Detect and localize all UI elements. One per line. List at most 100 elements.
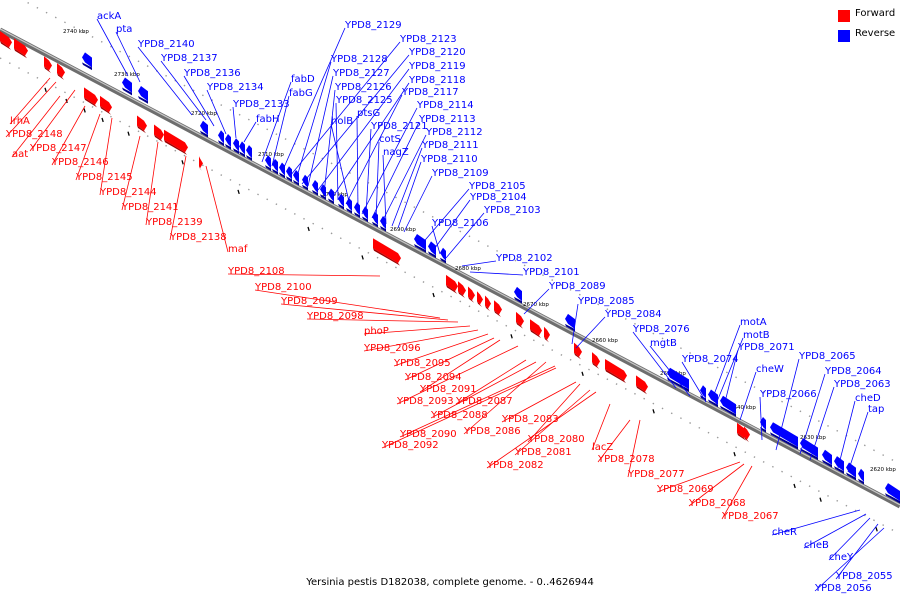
- gene-body: [800, 438, 818, 458]
- forward-gene: [137, 115, 147, 134]
- leader-line: [145, 141, 159, 226]
- forward-gene-callout: YPD8_2148: [5, 81, 63, 140]
- gene-body: [354, 202, 360, 216]
- leader-line: [445, 212, 485, 259]
- legend: Forward Reverse: [838, 8, 898, 48]
- reverse-gene-callout: cheY: [828, 517, 871, 563]
- reverse-gene: [846, 462, 856, 481]
- reverse-gene-callout: cotS: [375, 134, 401, 221]
- leader-line: [330, 123, 351, 207]
- gene-label: cheY: [829, 552, 854, 563]
- leader-line: [345, 94, 403, 205]
- gene-label: YPD8_2055: [835, 571, 893, 582]
- forward-gene-callout: YPD8_2086: [463, 361, 547, 437]
- gene-label: cheB: [804, 540, 829, 551]
- gene-shadow: [239, 151, 245, 158]
- leader-line: [289, 41, 401, 177]
- gene-body: [82, 52, 92, 68]
- reverse-gene-callout: YPD8_2137: [160, 53, 218, 121]
- gene-shadow: [834, 466, 844, 474]
- reverse-gene-callout: nagZ: [382, 147, 409, 225]
- axis-minor-mark: [510, 334, 513, 339]
- forward-gene-callout: YPD8_2077: [627, 419, 685, 480]
- axis-minor-mark: [307, 226, 310, 232]
- reverse-gene: [720, 395, 736, 417]
- gene-shadow: [885, 493, 900, 504]
- gene-shadow: [565, 323, 575, 332]
- leader-line: [363, 329, 479, 352]
- gene-shadow: [708, 399, 718, 408]
- gene-body: [414, 233, 426, 251]
- gene-shadow: [530, 329, 541, 339]
- gene-label: YPD8_2121: [370, 121, 428, 132]
- gene-label: YPD8_2147: [29, 143, 87, 154]
- gene-body: [428, 241, 436, 256]
- gene-label: YPD8_2109: [431, 168, 489, 179]
- reverse-gene-callout: YPD8_2084: [575, 309, 662, 349]
- reverse-gene-callout: YPD8_2129: [281, 20, 402, 173]
- reverse-gene: [200, 120, 208, 138]
- leader-line: [835, 523, 879, 580]
- leader-line: [396, 345, 519, 405]
- gene-shadow: [574, 352, 581, 360]
- gene-body: [700, 385, 706, 399]
- leader-line: [803, 513, 867, 549]
- tick-label: 2690 kbp: [390, 227, 416, 233]
- leader-line: [711, 324, 741, 401]
- leader-line: [759, 396, 763, 441]
- reverse-gene-callout: fabH: [243, 114, 280, 143]
- axis-minor-mark: [581, 371, 584, 377]
- legend-swatch-forward: [838, 10, 850, 22]
- forward-gene-callout: phoP: [363, 325, 471, 337]
- gene-label: ptsG: [357, 108, 380, 119]
- forward-gene: [154, 124, 164, 143]
- legend-label-forward: Forward: [855, 8, 896, 19]
- gene-shadow: [138, 95, 148, 104]
- gene-body: [846, 462, 856, 478]
- reverse-gene: [293, 169, 299, 186]
- gene-shadow: [44, 66, 51, 74]
- leader-line: [261, 81, 292, 163]
- gene-shadow: [57, 73, 64, 80]
- forward-gene-callout: YPD8_2138: [169, 155, 227, 243]
- reverse-gene: [858, 468, 864, 485]
- leader-line: [271, 95, 290, 167]
- tick-label: 2620 kbp: [870, 467, 896, 473]
- gene-shadow: [720, 405, 736, 417]
- reverse-gene-callout: YPD8_2127: [307, 68, 390, 187]
- axis-minor-mark: [819, 497, 822, 502]
- leader-line: [361, 107, 418, 215]
- tick-label: 2700 kbp: [322, 192, 348, 198]
- forward-gene-callout: YPD8_2069: [656, 461, 741, 495]
- gene-shadow: [302, 184, 308, 191]
- gene-shadow: [100, 105, 111, 115]
- reverse-gene: [233, 138, 239, 154]
- gene-label: YPD8_2074: [681, 354, 739, 365]
- forward-gene: [458, 281, 466, 298]
- gene-body: [44, 56, 52, 71]
- reverse-gene-callout: YPD8_2056: [814, 527, 885, 594]
- forward-gene: [14, 38, 28, 59]
- reverse-gene-callout: YPD8_2074: [681, 354, 739, 403]
- reverse-gene-callout: YPD8_2106: [431, 218, 489, 255]
- gene-body: [265, 155, 271, 169]
- reverse-gene-callout: YPD8_2133: [232, 99, 290, 139]
- gene-label: YPD8_2069: [656, 484, 714, 495]
- gene-label: mgtB: [650, 338, 677, 349]
- reverse-gene-callout: motB: [715, 330, 770, 405]
- axis-minor-mark: [44, 87, 47, 92]
- axis-bar: [0, 27, 900, 509]
- leader-line: [169, 155, 187, 241]
- leader-line: [681, 361, 707, 403]
- axis-minor-mark: [127, 131, 130, 136]
- gene-label: YPD8_2127: [332, 68, 390, 79]
- gene-body: [225, 134, 231, 148]
- forward-gene-callout: YPD8_2095: [393, 333, 489, 369]
- gene-body: [137, 115, 147, 131]
- axis-minor-mark: [793, 483, 796, 489]
- gene-label: YPD8_2148: [5, 129, 63, 140]
- axis-minor-marks: [44, 87, 878, 532]
- figure-caption: Yersinia pestis D182038, complete genome…: [306, 577, 594, 588]
- gene-shadow: [428, 251, 436, 259]
- leader-line: [591, 403, 611, 451]
